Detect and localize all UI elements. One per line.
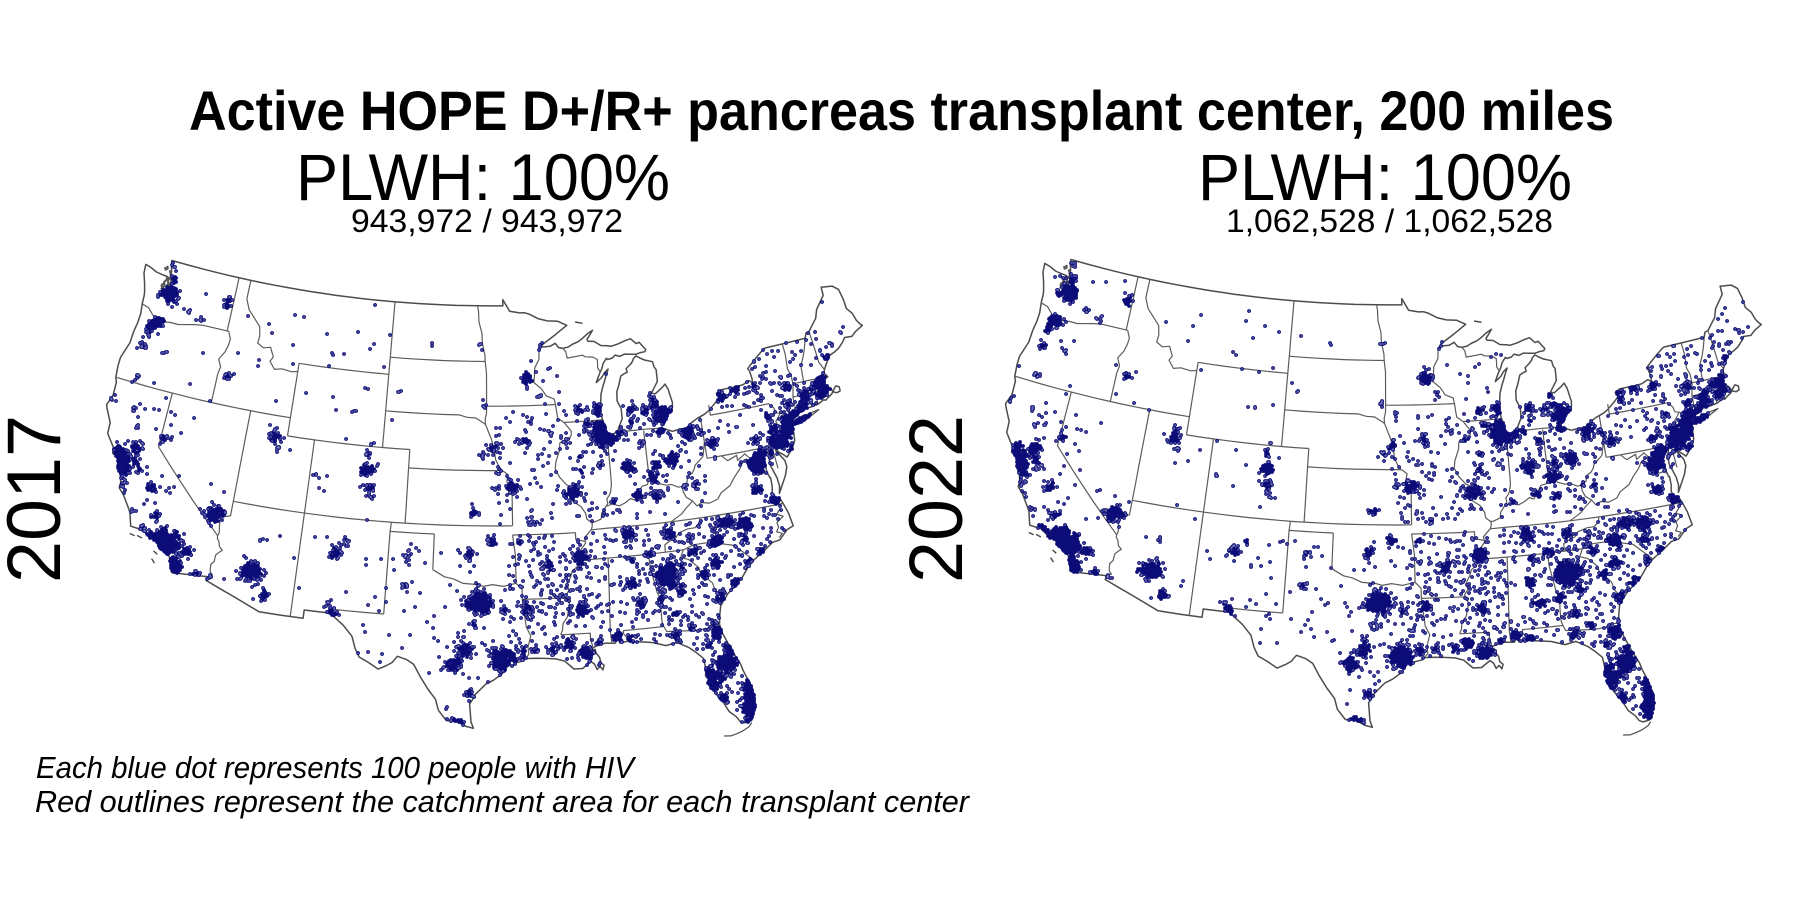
- svg-text:943,972 / 943,972: 943,972 / 943,972: [351, 203, 623, 239]
- svg-text:1,062,528 / 1,062,528: 1,062,528 / 1,062,528: [1226, 203, 1553, 239]
- svg-text:PLWH: 100%: PLWH: 100%: [1198, 140, 1572, 214]
- svg-text:Each blue dot represents 100 p: Each blue dot represents 100 people with…: [36, 750, 637, 785]
- svg-text:Active HOPE D+/R+ pancreas tra: Active HOPE D+/R+ pancreas transplant ce…: [189, 79, 1614, 142]
- svg-text:PLWH: 100%: PLWH: 100%: [296, 140, 670, 214]
- svg-text:2017: 2017: [0, 415, 77, 583]
- svg-text:Red outlines represent the cat: Red outlines represent the catchment are…: [35, 784, 971, 819]
- svg-text:2022: 2022: [894, 415, 979, 583]
